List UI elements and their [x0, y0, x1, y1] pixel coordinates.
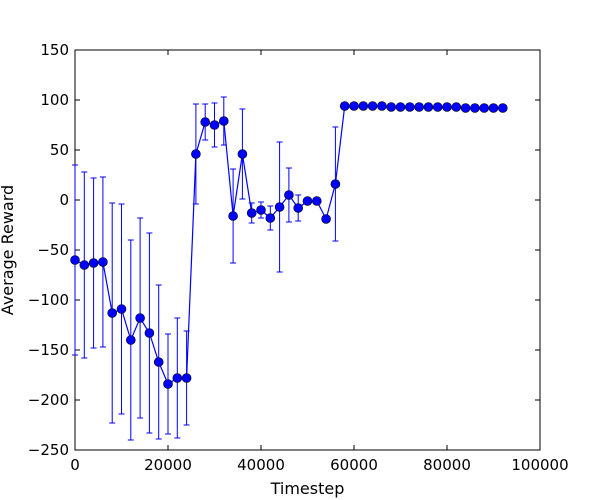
data-point: [395, 102, 406, 112]
data-point: [144, 328, 155, 338]
data-point: [228, 211, 238, 221]
y-tick-label: −100: [28, 291, 69, 309]
data-point: [246, 208, 257, 218]
x-tick-label: 60000: [330, 456, 378, 474]
y-tick-label: 150: [40, 41, 69, 59]
data-point: [451, 102, 462, 112]
data-point: [256, 205, 266, 215]
data-point: [330, 179, 341, 189]
data-point: [367, 101, 378, 111]
data-point: [274, 202, 285, 212]
data-point: [377, 101, 387, 111]
x-tick-label: 20000: [144, 456, 192, 474]
data-point: [126, 335, 136, 345]
data-point: [79, 260, 90, 270]
data-point: [432, 102, 443, 112]
y-tick-label: 0: [59, 191, 69, 209]
data-point: [153, 357, 164, 367]
data-point: [497, 103, 508, 113]
data-point: [349, 101, 359, 111]
plot-area: [74, 49, 541, 451]
data-point: [311, 196, 322, 206]
data-point: [181, 373, 192, 383]
data-point: [70, 255, 80, 265]
x-axis-label: Timestep: [270, 479, 345, 498]
data-point: [470, 103, 480, 113]
data-point: [191, 149, 201, 159]
y-tick-label: 100: [40, 91, 69, 109]
data-point: [460, 103, 471, 113]
data-point: [479, 103, 490, 113]
series-markers: [70, 101, 508, 389]
data-point: [200, 117, 210, 127]
data-point: [442, 102, 452, 112]
data-point: [293, 203, 304, 213]
data-point: [209, 120, 220, 130]
data-point: [284, 190, 294, 200]
x-tick-label: 80000: [423, 456, 471, 474]
data-point: [488, 103, 499, 113]
data-point: [163, 379, 173, 389]
data-point: [88, 258, 99, 268]
data-point: [339, 101, 350, 111]
data-point: [237, 149, 248, 159]
data-point: [386, 102, 397, 112]
x-axis-ticks: 0 20000 40000 60000 80000 100000: [70, 50, 569, 474]
data-point: [414, 102, 424, 112]
x-tick-label: 0: [70, 456, 80, 474]
y-tick-label: 50: [50, 141, 69, 159]
y-tick-label: −150: [28, 341, 69, 359]
y-tick-label: −250: [28, 441, 69, 459]
y-tick-label: −200: [28, 391, 69, 409]
data-point: [172, 373, 183, 383]
y-axis-ticks: 150 100 50 0 −50 −100 −150 −200 −250: [28, 41, 540, 459]
data-point: [358, 101, 369, 111]
data-point: [404, 102, 415, 112]
data-point: [219, 116, 229, 126]
data-point: [107, 308, 117, 318]
data-point: [116, 304, 127, 314]
data-point: [423, 102, 434, 112]
y-tick-label: −50: [37, 241, 69, 259]
y-axis-label: Average Reward: [0, 185, 17, 315]
data-point: [98, 257, 108, 267]
x-tick-label: 40000: [237, 456, 285, 474]
data-point: [302, 196, 313, 206]
x-tick-label: 100000: [511, 456, 568, 474]
data-point: [135, 313, 145, 323]
data-point: [321, 214, 331, 224]
data-point: [265, 213, 276, 223]
